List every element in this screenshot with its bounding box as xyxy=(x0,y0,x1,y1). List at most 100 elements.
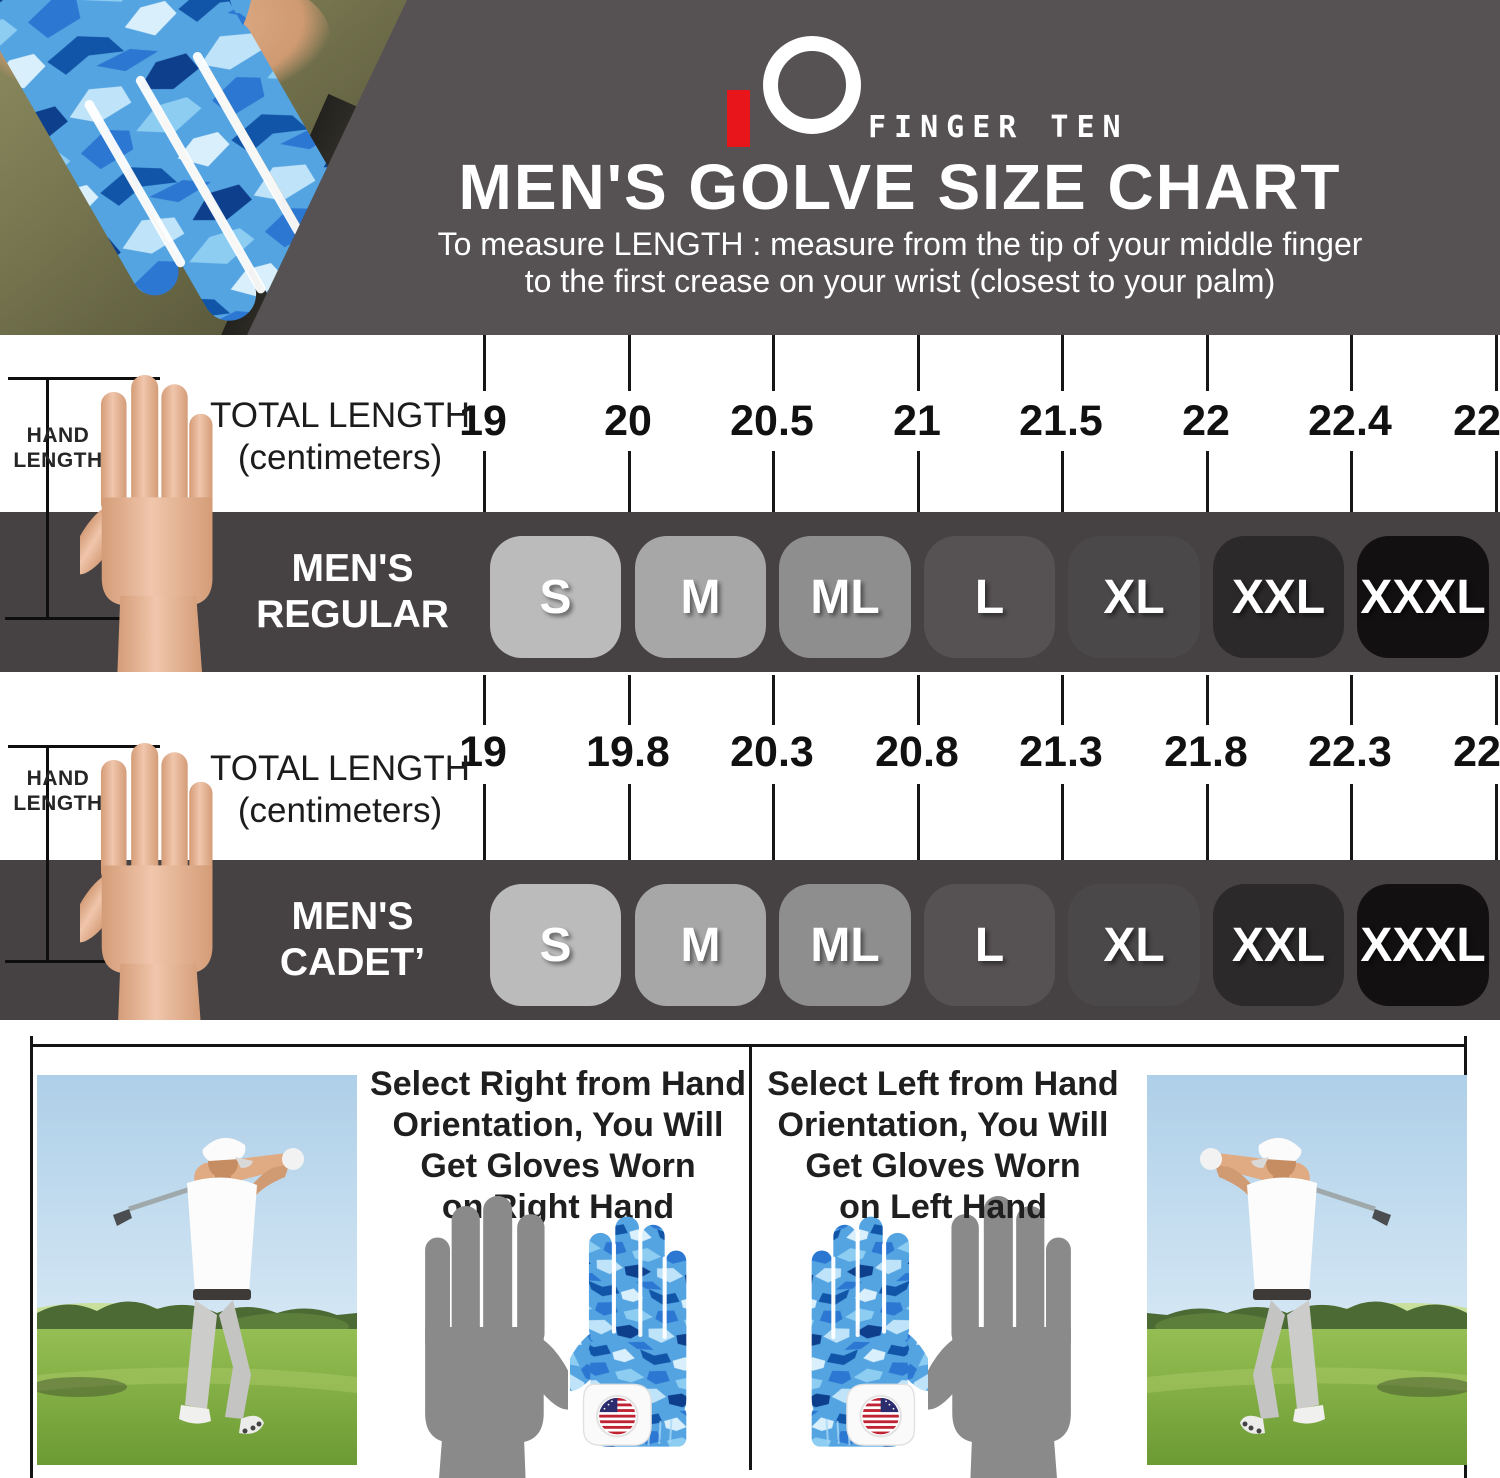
instruction-line3: Get Gloves Worn xyxy=(805,1147,1081,1185)
scale-value: 20 xyxy=(604,397,652,445)
instruction-line2: Orientation, You Will xyxy=(392,1106,724,1144)
scale-value: 22.3 xyxy=(1308,728,1392,776)
hand-length-line2: LENGTH xyxy=(13,449,103,472)
scale-tick xyxy=(483,451,486,512)
row-label-line2: REGULAR xyxy=(256,593,449,636)
size-chip-s: S xyxy=(490,536,621,658)
size-chip-s: S xyxy=(490,884,621,1006)
instruction-line4: on Right Hand xyxy=(441,1188,675,1226)
scale-tick xyxy=(917,784,920,860)
scale-value: 21.5 xyxy=(1019,397,1103,445)
measure-instructions-line2: to the first crease on your wrist (close… xyxy=(524,263,1276,299)
hand-silhouette-icon xyxy=(425,1196,568,1478)
row-label-line2: CADET’ xyxy=(279,941,426,984)
hand-length-label: HAND LENGTH xyxy=(6,766,110,816)
scale-value: 21.3 xyxy=(1019,728,1103,776)
size-chip-l: L xyxy=(924,884,1055,1006)
hand-length-line2: LENGTH xyxy=(13,792,103,815)
axis-label: TOTAL LENGTH (centimeters) xyxy=(205,748,475,832)
axis-label: TOTAL LENGTH (centimeters) xyxy=(205,395,475,479)
scale-tick xyxy=(483,784,486,860)
scale-tick xyxy=(772,675,775,725)
size-chip-m: M xyxy=(635,884,766,1006)
hand-photo xyxy=(80,743,213,1020)
size-chip-m: M xyxy=(635,536,766,658)
scale-value: 22.8 xyxy=(1453,728,1500,776)
measure-bracket-top xyxy=(8,745,160,748)
size-chip-xxl: XXL xyxy=(1213,536,1344,658)
scale-tick xyxy=(1495,784,1498,860)
axis-label-line2: (centimeters) xyxy=(237,438,443,477)
scale-value: 21.8 xyxy=(1164,728,1248,776)
scale-value: 22.8 xyxy=(1453,397,1500,445)
measure-instructions: To measure LENGTH : measure from the tip… xyxy=(320,226,1480,300)
camo-glove-image xyxy=(570,1192,712,1478)
scale-value: 20.5 xyxy=(730,397,814,445)
measure-bracket-bottom xyxy=(5,960,175,963)
size-chip-ml: ML xyxy=(779,884,911,1006)
scale-tick xyxy=(1206,784,1209,860)
row-label-line1: MEN'S xyxy=(291,895,414,938)
axis-label-line1: TOTAL LENGTH xyxy=(210,396,470,435)
instruction-line3: Get Gloves Worn xyxy=(420,1147,696,1185)
right-hand-instruction: Select Right from Hand Orientation, You … xyxy=(368,1064,748,1228)
scale-value: 19.8 xyxy=(586,728,670,776)
scale-tick xyxy=(1061,784,1064,860)
golfer-photo xyxy=(37,1075,357,1465)
camo-glove-image xyxy=(786,1192,928,1478)
scale-tick xyxy=(1350,784,1353,860)
scale-tick xyxy=(1206,451,1209,512)
size-row-cadet: MEN'S CADET’ S M ML L XL XXL XXXL xyxy=(0,860,1500,1020)
scale-value: 19 xyxy=(459,397,507,445)
instruction-line4: on Left Hand xyxy=(839,1188,1047,1226)
scale-tick xyxy=(772,451,775,512)
axis-label-line1: TOTAL LENGTH xyxy=(210,749,470,788)
hand-orientation-guide: Select Right from Hand Orientation, You … xyxy=(0,1036,1500,1478)
header-banner: FINGER TEN MEN'S GOLVE SIZE CHART To mea… xyxy=(0,0,1500,335)
scale-tick xyxy=(483,675,486,725)
scale-value: 22 xyxy=(1182,397,1230,445)
logo-ring-icon xyxy=(763,36,861,134)
frame-top-border xyxy=(30,1044,1467,1047)
row-label: MEN'S CADET’ xyxy=(225,860,480,1020)
page-title: MEN'S GOLVE SIZE CHART xyxy=(458,151,1342,223)
scale-tick xyxy=(917,675,920,725)
instruction-line1: Select Left from Hand xyxy=(767,1065,1119,1103)
size-chip-xxxl: XXXL xyxy=(1357,884,1489,1006)
measure-bracket-bottom xyxy=(5,617,175,620)
scale-tick xyxy=(1350,451,1353,512)
scale-tick xyxy=(1495,335,1498,391)
brand-name: FINGER TEN xyxy=(868,110,1129,145)
size-chart-regular: 19 20 20.5 21 21.5 22 22.4 22.8 TOTAL LE… xyxy=(0,335,1500,672)
hand-silhouette-icon xyxy=(928,1196,1071,1478)
scale-tick xyxy=(1061,451,1064,512)
scale-tick xyxy=(917,335,920,391)
scale-value: 21 xyxy=(893,397,941,445)
measure-bracket-line xyxy=(46,745,49,963)
axis-label-line2: (centimeters) xyxy=(237,791,443,830)
frame-center-divider xyxy=(749,1044,752,1470)
scale-tick xyxy=(1495,675,1498,725)
size-chip-l: L xyxy=(924,536,1055,658)
instruction-line1: Select Right from Hand xyxy=(370,1065,746,1103)
scale-tick xyxy=(628,335,631,391)
row-label-line1: MEN'S xyxy=(291,547,414,590)
hand-length-label: HAND LENGTH xyxy=(6,423,110,473)
scale-tick xyxy=(1061,675,1064,725)
size-chart-cadet: 19 19.8 20.3 20.8 21.3 21.8 22.3 22.8 TO… xyxy=(0,672,1500,1020)
measure-bracket-top xyxy=(8,377,160,380)
hand-photo xyxy=(80,375,213,672)
scale-value: 20.8 xyxy=(875,728,959,776)
row-label: MEN'S REGULAR xyxy=(225,512,480,672)
size-row-regular: MEN'S REGULAR S M ML L XL XXL XXXL xyxy=(0,512,1500,672)
left-hand-instruction: Select Left from Hand Orientation, You W… xyxy=(753,1064,1133,1228)
scale-tick xyxy=(1206,335,1209,391)
scale-tick xyxy=(1350,675,1353,725)
scale-tick xyxy=(917,451,920,512)
brand-logo: FINGER TEN xyxy=(0,0,1500,160)
hand-length-line1: HAND xyxy=(26,767,90,790)
scale-value: 19 xyxy=(459,728,507,776)
logo-red-bar-icon xyxy=(727,90,750,147)
size-chip-xl: XL xyxy=(1068,884,1200,1006)
